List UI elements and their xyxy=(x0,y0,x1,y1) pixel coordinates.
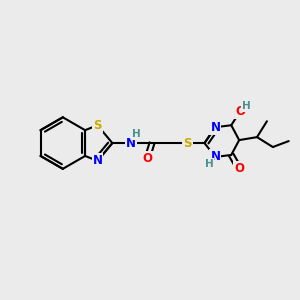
Text: N: N xyxy=(126,136,136,150)
Text: H: H xyxy=(205,159,214,169)
Text: N: N xyxy=(92,154,103,167)
Text: O: O xyxy=(235,105,245,118)
Text: H: H xyxy=(132,129,140,139)
Text: S: S xyxy=(183,136,192,150)
Text: N: N xyxy=(210,150,220,164)
Text: O: O xyxy=(142,152,152,165)
Text: S: S xyxy=(93,119,102,132)
Text: N: N xyxy=(210,121,220,134)
Text: O: O xyxy=(234,162,244,175)
Text: H: H xyxy=(242,101,250,111)
